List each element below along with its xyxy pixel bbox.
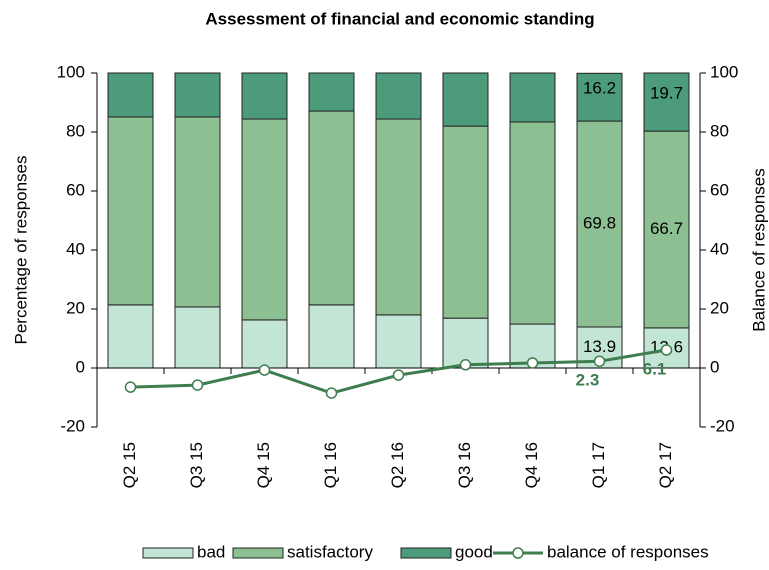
- balance-point: [526, 357, 539, 369]
- y-tick-label: 0: [76, 357, 85, 376]
- bar-segment: [375, 118, 422, 316]
- y-tick-label: 20: [66, 298, 85, 317]
- bar-segment: [643, 72, 690, 132]
- balance-label: 2.3: [576, 371, 600, 390]
- balance-point: [660, 344, 673, 356]
- bar-segment: [375, 314, 422, 369]
- bar-segment: [576, 120, 623, 328]
- legend-label: good: [455, 542, 493, 561]
- y2-tick-label: 80: [710, 121, 729, 140]
- y2-tick-label: -20: [710, 416, 735, 435]
- bar-segment: [174, 306, 221, 369]
- x-tick-label: Q3 16: [455, 442, 474, 488]
- bar-segment: [107, 116, 154, 306]
- balance-point: [124, 381, 137, 393]
- y2-tick-label: 100: [710, 62, 738, 81]
- bar-segment: [174, 72, 221, 118]
- bar-segment: [308, 72, 355, 112]
- data-label: 66.7: [650, 219, 683, 238]
- legend-label: balance of responses: [547, 542, 709, 561]
- y-tick-label: 40: [66, 239, 85, 258]
- x-tick-label: Q2 16: [388, 442, 407, 488]
- x-tick-label: Q4 15: [254, 442, 273, 488]
- bar-segment: [509, 121, 556, 325]
- legend-label: bad: [197, 542, 225, 561]
- y2-tick-label: 60: [710, 180, 729, 199]
- y-tick-label: -20: [60, 416, 85, 435]
- balance-point: [191, 379, 204, 391]
- y2-tick-label: 20: [710, 298, 729, 317]
- x-tick-label: Q3 15: [187, 442, 206, 488]
- bar-segment: [241, 72, 288, 120]
- x-tick-label: Q1 16: [321, 442, 340, 488]
- y-tick-label: 100: [57, 62, 85, 81]
- legend-marker: [512, 547, 524, 559]
- data-label: 13.9: [583, 337, 616, 356]
- bar-segment: [643, 130, 690, 329]
- legend-swatch: [232, 547, 284, 559]
- legend-label: satisfactory: [287, 542, 373, 561]
- y-tick-label: 60: [66, 180, 85, 199]
- bar-segment: [174, 116, 221, 308]
- bar-segment: [308, 304, 355, 369]
- data-label: 19.7: [650, 84, 683, 103]
- bar-segment: [442, 72, 489, 127]
- bar-segment: [375, 72, 422, 120]
- x-tick-label: Q2 17: [656, 442, 675, 488]
- balance-point: [392, 369, 405, 381]
- bar-segment: [308, 110, 355, 306]
- y2-tick-label: 40: [710, 239, 729, 258]
- balance-point: [593, 355, 606, 367]
- y2-axis-title: Balance of responses: [749, 168, 768, 332]
- balance-point: [459, 359, 472, 371]
- balance-point: [325, 387, 338, 399]
- bar-segment: [107, 72, 154, 118]
- data-label: 69.8: [583, 214, 616, 233]
- legend-swatch: [400, 547, 452, 559]
- bar-segment: [241, 319, 288, 369]
- y-axis-title: Percentage of responses: [11, 155, 30, 344]
- x-tick-label: Q1 17: [589, 442, 608, 488]
- y2-tick-label: 0: [710, 357, 719, 376]
- bar-segment: [509, 72, 556, 123]
- balance-label: 6.1: [643, 359, 667, 378]
- legend-swatch: [142, 547, 194, 559]
- bar-segment: [241, 118, 288, 321]
- data-label: 16.2: [583, 79, 616, 98]
- bar-segment: [576, 72, 623, 122]
- x-tick-label: Q4 16: [522, 442, 541, 488]
- bar-segment: [107, 304, 154, 369]
- chart-title: Assessment of financial and economic sta…: [205, 9, 594, 28]
- y-tick-label: 80: [66, 121, 85, 140]
- bar-segment: [442, 125, 489, 319]
- x-tick-label: Q2 15: [120, 442, 139, 488]
- balance-point: [258, 364, 271, 376]
